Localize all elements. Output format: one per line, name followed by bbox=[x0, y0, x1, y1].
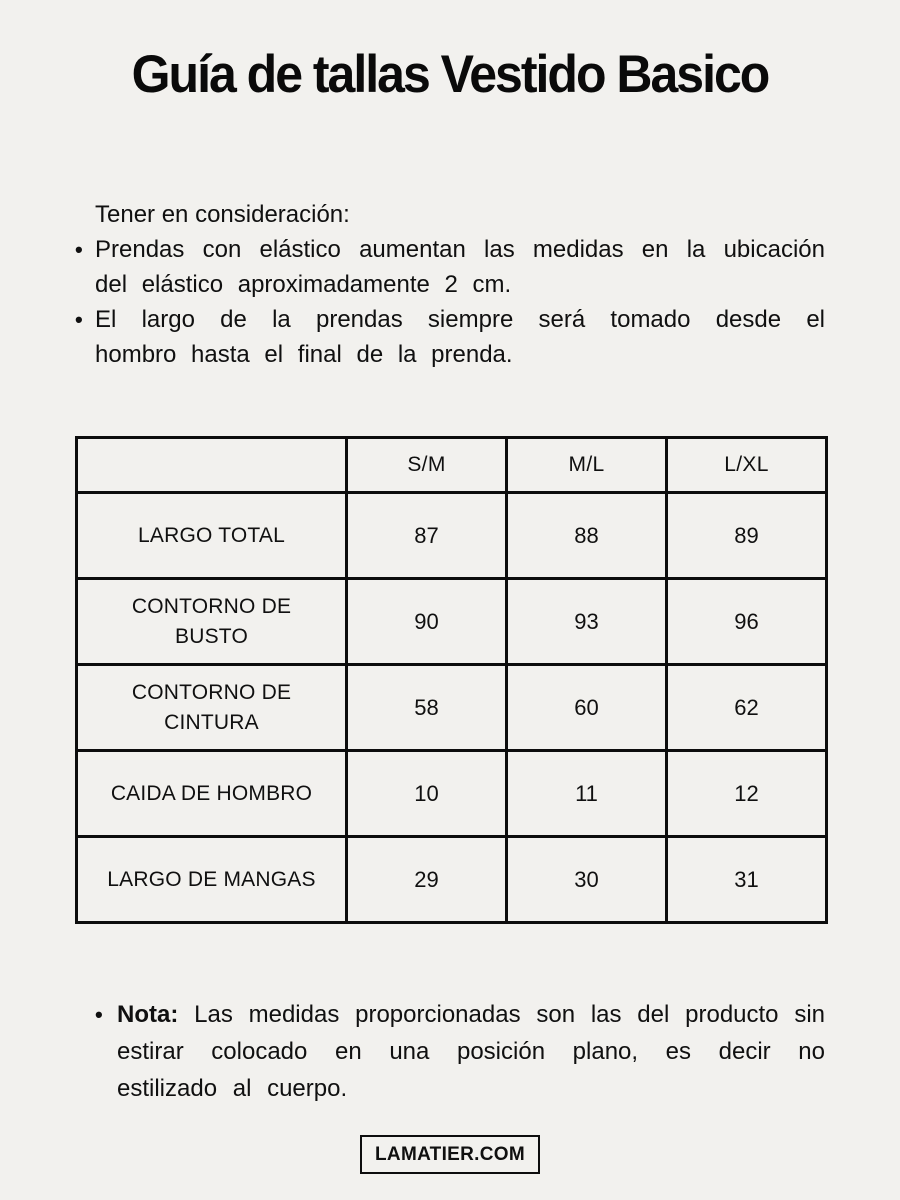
cell-value: 58 bbox=[345, 663, 508, 752]
size-table: S/M M/L L/XL LARGO TOTAL 87 88 89 CONTOR… bbox=[75, 436, 828, 924]
page-title: Guía de tallas Vestido Basico bbox=[131, 44, 771, 104]
note-label: Nota: bbox=[117, 1001, 179, 1028]
table-row: CAIDA DE HOMBRO 10 11 12 bbox=[75, 749, 828, 838]
cell-value: 29 bbox=[345, 835, 508, 924]
table-row: CONTORNO DE CINTURA 58 60 62 bbox=[75, 663, 828, 752]
brand-badge: LAMATIER.COM bbox=[360, 1135, 540, 1174]
table-row: CONTORNO DE BUSTO 90 93 96 bbox=[75, 577, 828, 666]
table-header-ml: M/L bbox=[505, 436, 668, 494]
cell-value: 62 bbox=[665, 663, 828, 752]
row-label: CAIDA DE HOMBRO bbox=[75, 749, 348, 838]
cell-value: 30 bbox=[505, 835, 668, 924]
cell-value: 60 bbox=[505, 663, 668, 752]
cell-value: 89 bbox=[665, 491, 828, 580]
bullet-icon: • bbox=[75, 307, 83, 332]
table-row: LARGO DE MANGAS 29 30 31 bbox=[75, 835, 828, 924]
table-header-lxl: L/XL bbox=[665, 436, 828, 494]
list-item: • El largo de la prendas siempre será to… bbox=[75, 302, 825, 372]
row-label: CONTORNO DE BUSTO bbox=[75, 577, 348, 666]
table-header-sm: S/M bbox=[345, 436, 508, 494]
cell-value: 96 bbox=[665, 577, 828, 666]
consideration-text: Prendas con elástico aumentan las medida… bbox=[95, 236, 825, 298]
cell-value: 31 bbox=[665, 835, 828, 924]
bullet-icon: • bbox=[95, 1002, 103, 1027]
cell-value: 10 bbox=[345, 749, 508, 838]
cell-value: 87 bbox=[345, 491, 508, 580]
row-label: LARGO TOTAL bbox=[75, 491, 348, 580]
row-label: LARGO DE MANGAS bbox=[75, 835, 348, 924]
table-header-row: S/M M/L L/XL bbox=[75, 436, 828, 494]
table-header-empty bbox=[75, 436, 348, 494]
note-text: Nota: Las medidas proporcionadas son las… bbox=[117, 996, 825, 1107]
cell-value: 12 bbox=[665, 749, 828, 838]
list-item: • Prendas con elástico aumentan las medi… bbox=[75, 232, 825, 302]
bullet-icon: • bbox=[75, 237, 83, 262]
considerations-heading: Tener en consideración: bbox=[95, 201, 350, 228]
table-row: LARGO TOTAL 87 88 89 bbox=[75, 491, 828, 580]
note-body: Las medidas proporcionadas son las del p… bbox=[117, 1001, 825, 1102]
cell-value: 88 bbox=[505, 491, 668, 580]
cell-value: 11 bbox=[505, 749, 668, 838]
cell-value: 90 bbox=[345, 577, 508, 666]
consideration-text: El largo de la prendas siempre será toma… bbox=[95, 306, 825, 368]
size-guide-page: Guía de tallas Vestido Basico Tener en c… bbox=[0, 44, 900, 1200]
considerations-list: • Prendas con elástico aumentan las medi… bbox=[75, 232, 825, 372]
considerations-section: Tener en consideración: • Prendas con el… bbox=[75, 197, 825, 372]
cell-value: 93 bbox=[505, 577, 668, 666]
note-section: • Nota: Las medidas proporcionadas son l… bbox=[95, 996, 825, 1107]
row-label: CONTORNO DE CINTURA bbox=[75, 663, 348, 752]
footer: LAMATIER.COM bbox=[0, 1135, 900, 1174]
